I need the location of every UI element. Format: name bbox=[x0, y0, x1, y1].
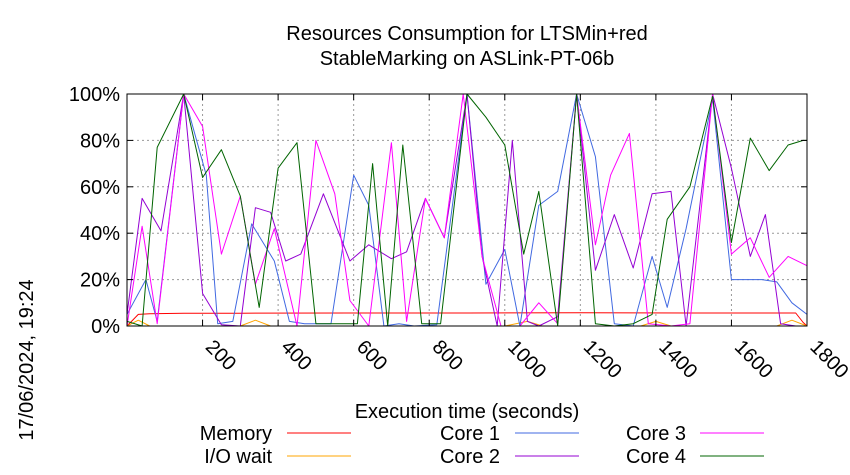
x-tick-label: 800 bbox=[428, 336, 467, 375]
legend-label-core-4: Core 4 bbox=[626, 446, 686, 468]
series-line-core-3 bbox=[126, 93, 808, 327]
x-tick-label: 200 bbox=[201, 336, 240, 375]
x-tick-label: 1600 bbox=[730, 336, 777, 383]
legend-label-core-2: Core 2 bbox=[440, 446, 500, 468]
legend-label-core-1: Core 1 bbox=[440, 423, 500, 445]
y-tick-label: 100% bbox=[69, 84, 120, 106]
x-axis-label: Execution time (seconds) bbox=[355, 401, 580, 423]
x-tick-label: 600 bbox=[352, 336, 391, 375]
legend-label-core-3: Core 3 bbox=[626, 423, 686, 445]
chart-subtitle: StableMarking on ASLink-PT-06b bbox=[320, 48, 615, 70]
y-tick-label: 80% bbox=[80, 130, 120, 152]
timestamp: 17/06/2024, 19:24 bbox=[16, 279, 38, 440]
legend-label-i-o-wait: I/O wait bbox=[204, 446, 272, 468]
legend-label-memory: Memory bbox=[200, 423, 272, 445]
plot-frame bbox=[126, 93, 808, 327]
y-tick-label: 0% bbox=[91, 316, 120, 338]
x-tick-label: 1000 bbox=[503, 336, 550, 383]
grid bbox=[127, 94, 807, 326]
y-tick-label: 60% bbox=[80, 177, 120, 199]
x-tick-label: 1200 bbox=[579, 336, 626, 383]
series-line-core-1 bbox=[126, 93, 808, 327]
series-line-memory bbox=[126, 312, 808, 327]
x-tick-label: 400 bbox=[277, 336, 316, 375]
y-tick-label: 40% bbox=[80, 223, 120, 245]
series-line-core-4 bbox=[126, 93, 807, 327]
series-lines bbox=[126, 93, 808, 327]
x-tick-label: 1800 bbox=[805, 336, 850, 383]
chart-title: Resources Consumption for LTSMin+red bbox=[286, 23, 647, 45]
x-tick-label: 1400 bbox=[654, 336, 701, 383]
y-tick-label: 20% bbox=[80, 270, 120, 292]
